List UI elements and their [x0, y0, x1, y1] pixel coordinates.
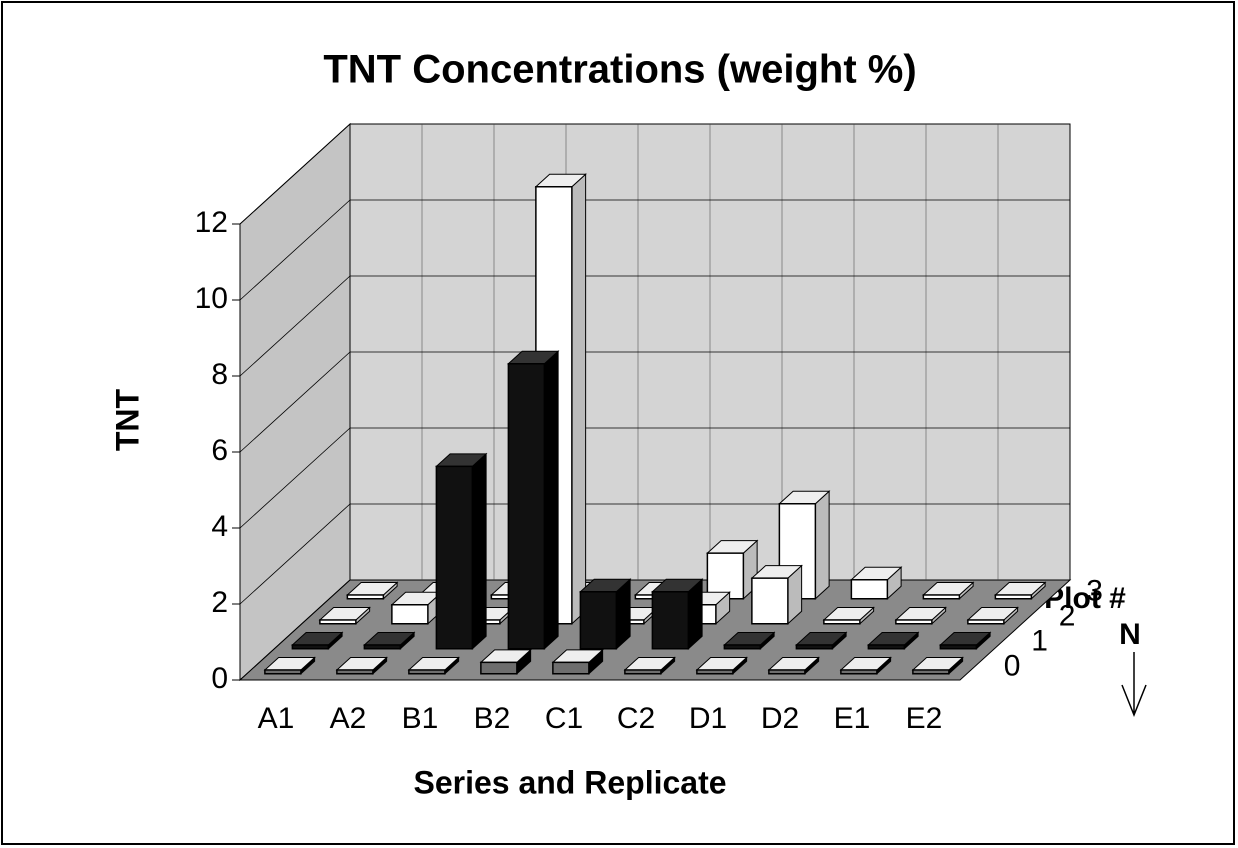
x-tick-label: C1 — [545, 702, 583, 735]
bar — [391, 604, 429, 625]
bar-side — [814, 490, 830, 600]
x-tick-label: E2 — [906, 702, 943, 735]
bar — [895, 619, 933, 625]
x-tick-label: C2 — [617, 702, 655, 735]
y-tick-label: 6 — [211, 434, 228, 467]
bar — [319, 619, 357, 625]
bar — [840, 669, 878, 675]
y-tick-label: 4 — [211, 510, 228, 543]
chart-title: TNT Concentrations (weight %) — [323, 48, 916, 92]
bar — [723, 644, 762, 650]
depth-tick-label: 1 — [1031, 624, 1048, 657]
bar — [696, 669, 734, 675]
y-tick-label: 10 — [195, 282, 228, 315]
bar — [435, 465, 474, 650]
bar — [363, 644, 402, 650]
grid-line — [239, 199, 351, 301]
grid-line — [239, 579, 351, 681]
x-tick-label: D2 — [761, 702, 799, 735]
x-tick-label: A2 — [330, 702, 367, 735]
bar — [346, 594, 385, 600]
x-axis-label: Series and Replicate — [413, 764, 726, 800]
x-tick-label: B2 — [474, 702, 511, 735]
bar — [408, 669, 446, 675]
x-tick-label: E1 — [834, 702, 871, 735]
y-tick-label: 8 — [211, 358, 228, 391]
bar — [552, 661, 590, 675]
grid-line — [239, 275, 351, 377]
bar-side — [571, 173, 587, 625]
bar — [706, 552, 745, 600]
bar — [507, 363, 546, 650]
bar — [795, 644, 834, 650]
bar — [850, 579, 889, 600]
north-arrow — [1121, 652, 1147, 718]
bar — [751, 577, 789, 625]
x-tick-label: A1 — [258, 702, 295, 735]
depth-tick-label: 0 — [1004, 649, 1021, 682]
bar — [994, 594, 1033, 600]
grid-line — [239, 427, 351, 529]
annotation: N — [1119, 618, 1141, 651]
bar — [768, 669, 806, 675]
y-axis-label: TNT — [109, 388, 145, 451]
bar — [912, 669, 950, 675]
x-tick-label: D1 — [689, 702, 727, 735]
bar — [823, 619, 861, 625]
y-tick-label: 0 — [211, 662, 228, 695]
bar — [291, 644, 330, 650]
bar — [967, 619, 1005, 625]
bar — [480, 661, 518, 675]
y-tick-label: 12 — [195, 206, 228, 239]
bar-side — [543, 350, 559, 650]
bar — [939, 644, 978, 650]
bar — [579, 591, 618, 650]
bar — [336, 669, 374, 675]
x-tick-label: B1 — [402, 702, 439, 735]
bar — [867, 644, 906, 650]
depth-tick-label: 2 — [1059, 599, 1076, 632]
grid-line — [239, 503, 351, 605]
bar — [624, 669, 662, 675]
y-tick-label: 2 — [211, 586, 228, 619]
grid-line — [239, 123, 351, 225]
bar — [264, 669, 302, 675]
depth-tick-label: 3 — [1086, 574, 1103, 607]
bar — [922, 594, 961, 600]
grid-line — [239, 351, 351, 453]
bar — [651, 591, 690, 650]
bar-side — [471, 452, 487, 650]
